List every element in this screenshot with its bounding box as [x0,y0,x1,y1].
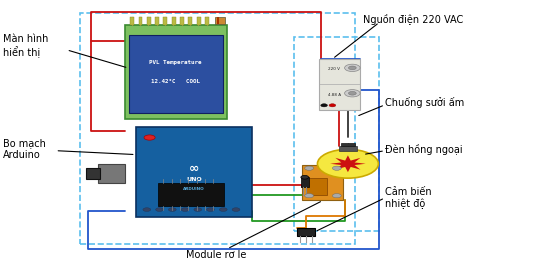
Bar [158,183,224,206]
Text: ∞: ∞ [189,162,199,176]
FancyBboxPatch shape [129,35,223,113]
Text: 4.88 A: 4.88 A [328,93,341,97]
Bar [130,17,134,25]
Circle shape [317,149,378,178]
FancyBboxPatch shape [319,59,360,110]
Text: Module rơ le: Module rơ le [186,250,246,260]
Text: ARDUINO: ARDUINO [183,187,205,191]
FancyBboxPatch shape [125,25,227,119]
Bar [188,17,192,25]
FancyBboxPatch shape [302,165,343,200]
Text: PVL Temperature: PVL Temperature [150,60,202,66]
Circle shape [232,208,240,211]
Bar [217,17,219,24]
Bar [306,178,327,195]
Text: Nguồn điện 220 VAC: Nguồn điện 220 VAC [363,14,463,25]
Bar [180,17,184,25]
Bar [197,17,201,25]
Circle shape [301,176,309,179]
Circle shape [168,208,176,211]
Text: Màn hình
hiển thị: Màn hình hiển thị [3,34,48,58]
Bar [172,17,176,25]
Circle shape [144,135,155,140]
Circle shape [194,208,202,211]
Circle shape [181,208,189,211]
Circle shape [348,91,356,95]
Circle shape [345,64,360,72]
Circle shape [207,208,214,211]
Text: 12.42°C   COOL: 12.42°C COOL [151,79,200,84]
Text: Bo mạch
Arduino: Bo mạch Arduino [3,139,45,160]
Circle shape [332,166,341,170]
Circle shape [305,166,314,170]
Circle shape [143,208,151,211]
Circle shape [345,90,360,97]
Circle shape [305,194,314,198]
Circle shape [156,208,163,211]
Bar [205,17,209,25]
Circle shape [329,104,336,107]
Text: Đèn hồng ngoại: Đèn hồng ngoại [385,144,463,155]
Text: Cảm biến
nhiệt độ: Cảm biến nhiệt độ [385,187,432,209]
Circle shape [332,194,341,198]
Bar [341,143,355,146]
Circle shape [348,66,356,70]
FancyBboxPatch shape [98,164,125,183]
Bar [297,228,315,236]
Text: 220 V: 220 V [328,67,340,72]
Circle shape [321,104,327,107]
Bar [147,17,151,25]
Bar [163,17,167,25]
Text: Chuống sưởi ấm: Chuống sưởi ấm [385,97,464,108]
Polygon shape [330,155,366,172]
Bar [339,146,357,151]
Bar [138,17,142,25]
FancyBboxPatch shape [86,168,100,179]
Circle shape [219,208,227,211]
FancyBboxPatch shape [136,127,252,217]
Bar [155,17,159,25]
Text: UNO: UNO [186,177,202,182]
Bar [215,17,225,24]
Bar [301,177,309,187]
